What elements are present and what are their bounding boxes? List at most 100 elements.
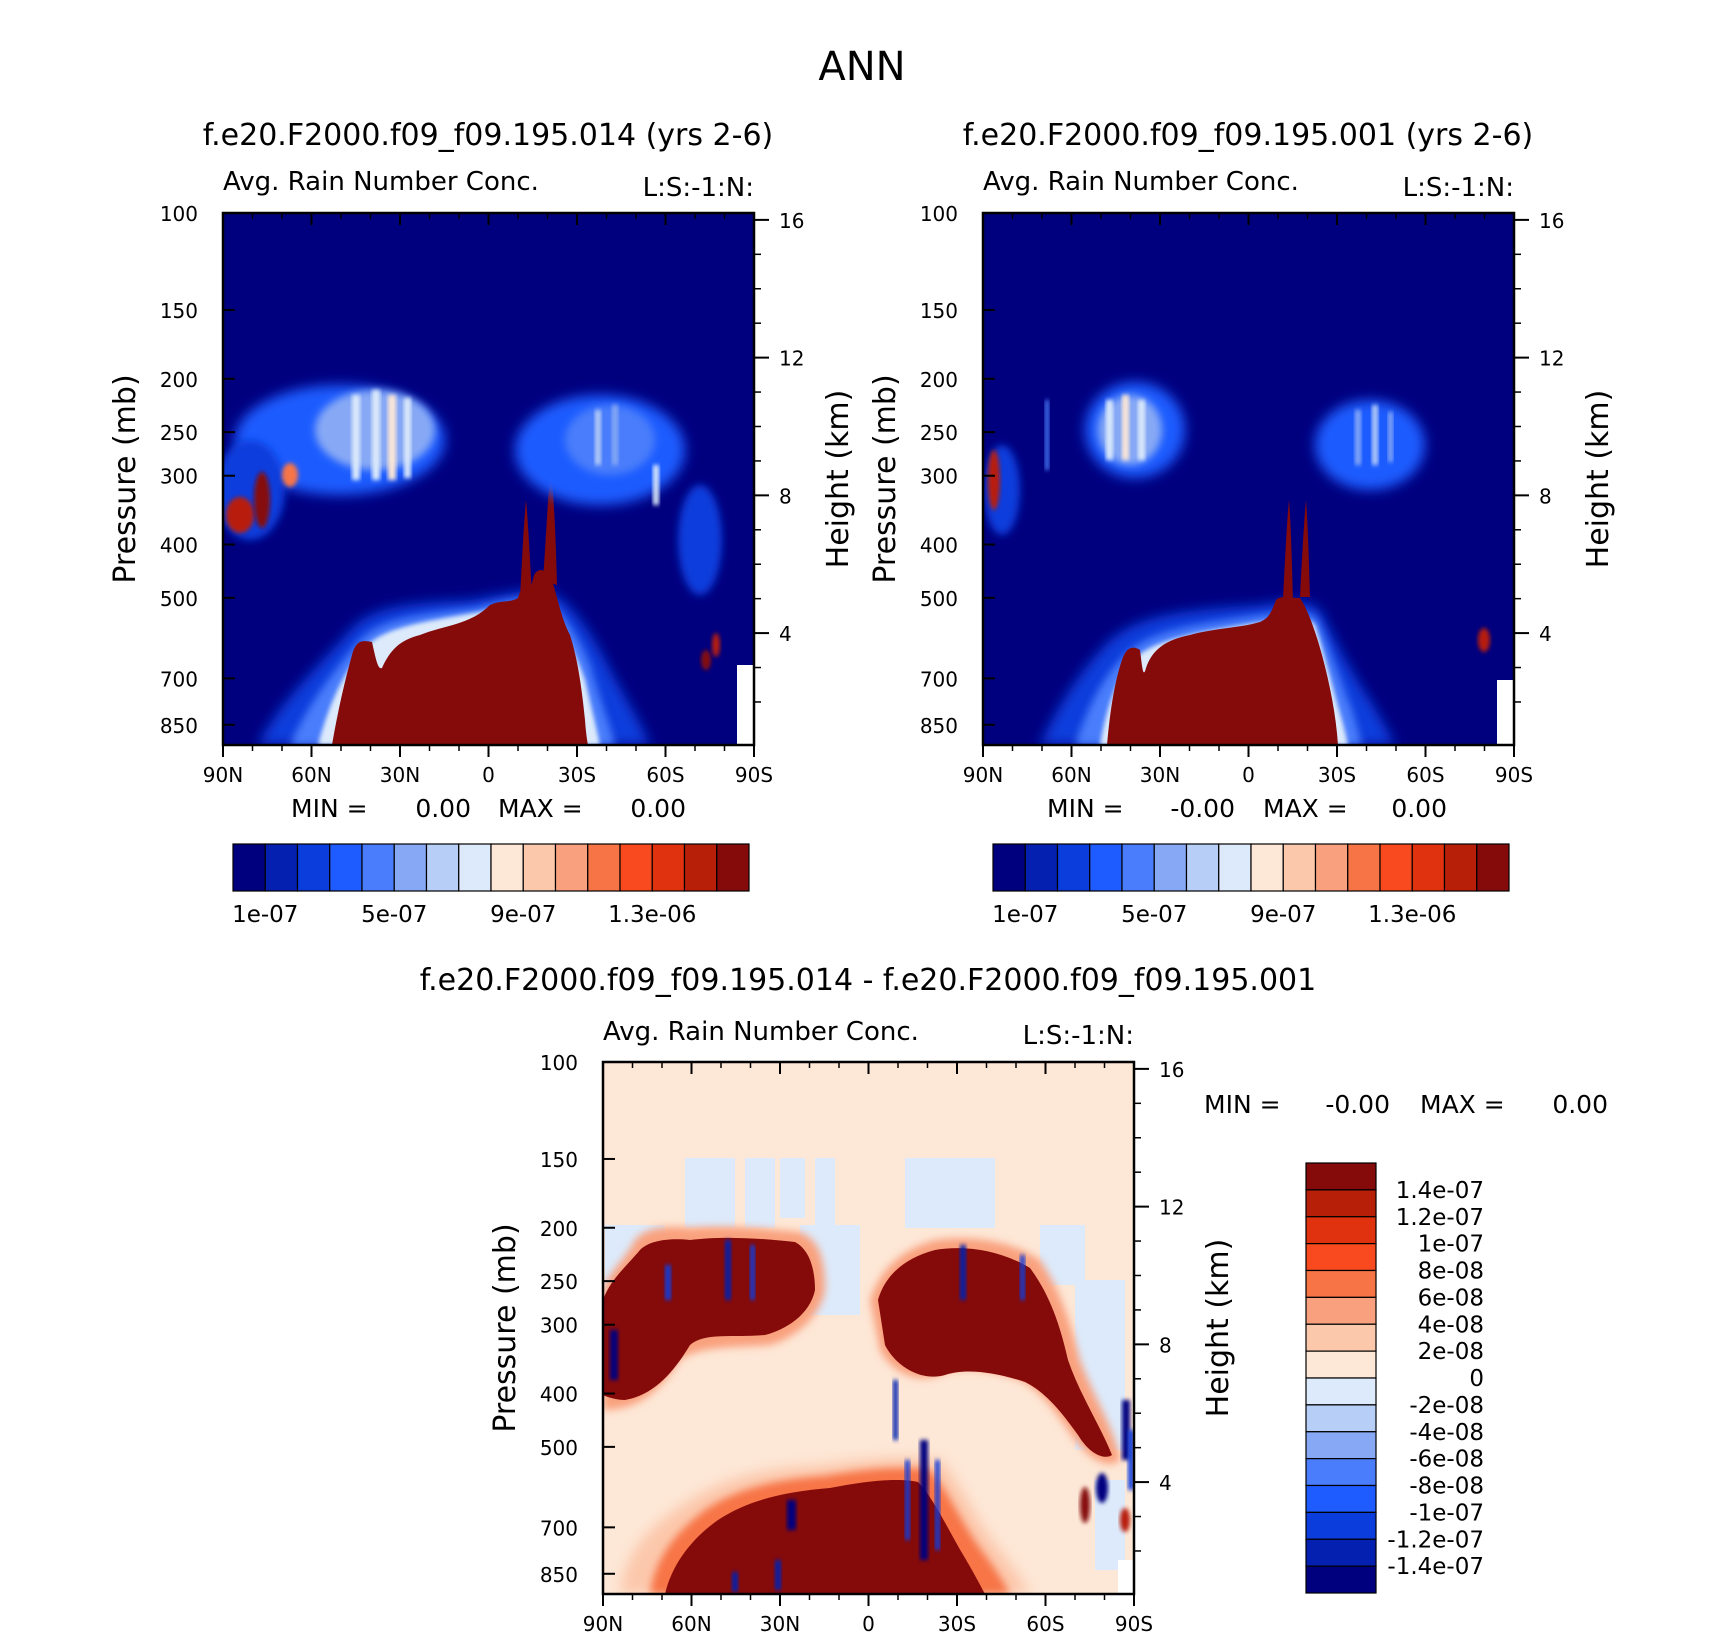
y-tick-label: 250 [160,421,198,445]
band-stripe [1138,400,1145,460]
min-value: -0.00 [1325,1090,1390,1119]
y-tick-label: 200 [920,368,958,392]
x-tick-label: 30S [1318,763,1356,787]
upper-band-south [515,395,722,670]
band-max [226,497,254,533]
band-max [988,450,1000,510]
negative-streak [893,1380,898,1440]
band-max [254,472,270,528]
panel-tag: L:S:-1:N: [1403,173,1514,203]
negative-block [780,1158,805,1218]
colorbar-label: 0 [1469,1366,1484,1392]
y-tick-label: 150 [920,299,958,323]
colorbar-box [1305,1269,1377,1298]
colorbar-box [1282,843,1317,892]
colorbar-label: 1.3e-06 [608,902,696,928]
x-tick-label: 90N [583,1612,623,1633]
y-tick-label: 300 [920,465,958,489]
band-stripe [388,395,396,480]
colorbar-box [425,843,460,892]
colorbar: 1e-07 5e-07 9e-07 1.3e-06 [232,843,750,928]
x-tick-label: 0 [482,763,495,787]
band-max [701,650,711,670]
min-value: -0.00 [1170,794,1235,823]
negative-streak [750,1245,755,1300]
colorbar-box [587,843,621,892]
colorbar-box [1305,1216,1377,1245]
positive-spot [1120,1508,1130,1532]
x-tick-label: 30S [558,763,596,787]
colorbar-label: 1e-07 [992,902,1058,928]
y-tick-label: 150 [540,1148,578,1172]
colorbar-box [1305,1538,1377,1567]
y2-tick-label: 8 [1539,484,1552,508]
max-value: 0.00 [1552,1090,1608,1119]
band-stripe [1106,400,1113,460]
negative-block [905,1158,995,1228]
y-tick-label: 100 [920,202,958,226]
axis-left: 100 150 200 250 300 400 500 700 850 [920,202,995,738]
colorbar-label: -6e-08 [1409,1447,1484,1473]
colorbar-box [683,843,718,892]
max-value: 0.00 [1391,794,1447,823]
axis-left: 100 150 200 250 300 400 500 700 850 [540,1051,615,1587]
min-value: 0.00 [415,794,471,823]
missing-data [1118,1560,1134,1594]
negative-streak [775,1560,781,1590]
plot-area [223,213,754,745]
x-tick-label: 60N [671,1612,711,1633]
colorbar-label: 8e-08 [1418,1259,1484,1285]
upper-band-north [984,382,1185,535]
colorbar-box [1305,1189,1377,1218]
colorbar-label: 1e-07 [232,902,298,928]
upper-positive-north [603,1226,825,1410]
y-tick-label: 700 [540,1516,578,1540]
axis-bottom: 90N 60N 30N 0 30S 60S 90S [583,1062,1153,1633]
y2-tick-label: 4 [1539,622,1552,646]
colorbar-box [1305,1458,1377,1487]
core-plume [520,500,532,600]
band-glow [1098,395,1162,465]
figure-title: ANN [818,44,905,90]
colorbar-label: 9e-07 [490,902,556,928]
band-stripe [1388,412,1393,462]
upper-positive-south [870,1238,1130,1464]
colorbar-label: 1.3e-06 [1368,902,1456,928]
colorbar-box [651,843,686,892]
colorbar-box [1305,1565,1377,1594]
y-tick-label: 400 [920,534,958,558]
y2-tick-label: 4 [779,622,792,646]
panel-title: f.e20.F2000.f09_f09.195.014 - f.e20.F200… [420,963,1316,998]
x-tick-label: 30N [1140,763,1180,787]
axis-left: 100 150 200 250 300 400 500 700 850 [160,202,235,738]
y-tick-label: 100 [540,1051,578,1075]
colorbar: 1e-07 5e-07 9e-07 1.3e-06 [992,843,1510,928]
colorbar-box [458,843,492,892]
upper-band-north [223,385,445,540]
x-tick-label: 60S [1026,1612,1064,1633]
y-tick-label: 850 [920,714,958,738]
lower-core [258,470,650,745]
x-tick-label: 90S [1495,763,1533,787]
colorbar-box [1305,1296,1377,1325]
negative-streak [787,1500,796,1530]
core-max [1107,597,1338,745]
x-tick-label: 30N [380,763,420,787]
colorbar-box [1056,843,1091,892]
y2-axis-label: Height (km) [1201,1239,1236,1418]
axis-right: 16 12 8 4 [1514,209,1564,703]
band-stripe [595,410,601,465]
band-stripe [352,395,360,480]
x-tick-label: 60N [291,763,331,787]
colorbar-box [1476,843,1510,892]
colorbar-box [1305,1431,1377,1460]
y-tick-label: 250 [920,421,958,445]
band-stripe [653,465,659,505]
panel-tag: L:S:-1:N: [643,173,754,203]
colorbar-box [1305,1323,1377,1352]
negative-streak [935,1460,940,1550]
x-tick-label: 30S [938,1612,976,1633]
colorbar-box [1443,843,1478,892]
y-tick-label: 500 [920,587,958,611]
x-tick-label: 60S [1406,763,1444,787]
